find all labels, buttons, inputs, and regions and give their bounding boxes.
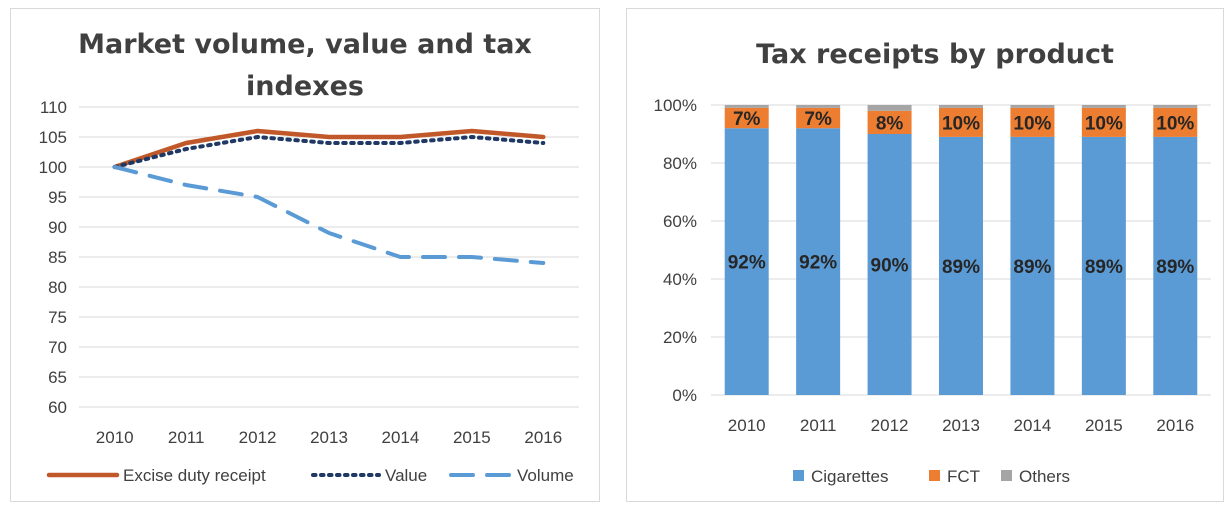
- y-tick-label: 105: [39, 128, 67, 147]
- bar-segment-others: [1153, 105, 1198, 108]
- data-label: 10%: [942, 113, 980, 134]
- legend-label: Value: [385, 466, 427, 485]
- bar-segment-fct: [867, 110, 912, 134]
- chart-title-line-1: Market volume, value and tax: [78, 29, 532, 60]
- y-tick-label: 60: [48, 398, 67, 417]
- y-tick-label: 95: [48, 188, 67, 207]
- y-tick-label: 0%: [672, 386, 697, 405]
- legend-swatch: [793, 470, 804, 481]
- bar-segment-fct: [724, 107, 769, 129]
- series-line-excise-duty-receipt: [112, 128, 546, 170]
- bar-segment-others: [867, 105, 912, 111]
- y-tick-label: 60%: [663, 212, 697, 231]
- data-label: 92%: [728, 253, 766, 274]
- x-tick-label: 2011: [168, 428, 205, 447]
- series-line-value: [112, 135, 546, 169]
- data-label: 10%: [1085, 113, 1123, 134]
- bar-segment-cigarettes: [1010, 136, 1055, 395]
- y-tick-label: 85: [48, 248, 67, 267]
- y-tick-label: 90: [48, 218, 67, 237]
- legend-label: Others: [1019, 467, 1070, 486]
- x-tick-label: 2012: [871, 416, 909, 435]
- bar-segment-others: [724, 105, 769, 108]
- data-label: 92%: [799, 253, 837, 274]
- line-chart: Market volume, value and tax indexes 110…: [39, 29, 579, 485]
- y-tick-label: 20%: [663, 328, 697, 347]
- legend-label: FCT: [947, 467, 980, 486]
- legend-swatch: [1001, 470, 1012, 481]
- data-label: 89%: [942, 257, 980, 278]
- x-tick-label: 2014: [382, 428, 420, 447]
- x-tick-label: 2013: [942, 416, 980, 435]
- bar-segment-fct: [1153, 107, 1198, 137]
- bar-segment-cigarettes: [1153, 136, 1198, 395]
- data-label: 89%: [1013, 257, 1051, 278]
- bar-segment-cigarettes: [939, 136, 983, 395]
- x-tick-label: 2016: [524, 428, 562, 447]
- bar-segment-others: [796, 105, 841, 108]
- x-tick-label: 2016: [1156, 416, 1194, 435]
- series-line-volume: [112, 165, 546, 265]
- bar-segment-fct: [796, 107, 841, 129]
- chart-title-line-2: indexes: [246, 71, 364, 102]
- bar-chart-panel: Tax receipts by product 100% 80% 60% 40% 20%…: [626, 8, 1224, 502]
- bar-segment-cigarettes: [724, 128, 769, 395]
- line-chart-panel: Market volume, value and tax indexes 110…: [10, 8, 600, 502]
- bar-segment-others: [1010, 105, 1055, 108]
- data-label: 8%: [876, 113, 904, 134]
- y-tick-label: 100: [39, 158, 67, 177]
- data-label: 10%: [1156, 113, 1194, 134]
- data-label: 7%: [733, 109, 761, 130]
- x-tick-label: 2015: [453, 428, 491, 447]
- chart-title: Tax receipts by product: [756, 39, 1114, 70]
- y-tick-label: 100%: [654, 96, 697, 115]
- y-tick-label: 80: [48, 278, 67, 297]
- x-tick-label: 2015: [1085, 416, 1123, 435]
- y-tick-label: 75: [48, 308, 67, 327]
- legend-label: Cigarettes: [811, 467, 888, 486]
- bar-segment-others: [1081, 105, 1126, 108]
- data-label: 89%: [1085, 257, 1123, 278]
- bar-segment-cigarettes: [1081, 136, 1126, 395]
- bar-segment-others: [939, 105, 983, 108]
- y-tick-label: 80%: [663, 154, 697, 173]
- bar-segment-cigarettes: [867, 134, 912, 395]
- legend-label: Volume: [517, 466, 574, 485]
- bar-segment-cigarettes: [796, 128, 841, 395]
- data-label: 7%: [804, 109, 832, 130]
- y-tick-label: 70: [48, 338, 67, 357]
- x-tick-label: 2012: [239, 428, 277, 447]
- data-label: 10%: [1013, 113, 1051, 134]
- x-tick-label: 2014: [1014, 416, 1052, 435]
- bar-segment-fct: [1010, 107, 1055, 137]
- x-tick-label: 2010: [96, 428, 134, 447]
- y-tick-label: 110: [40, 98, 67, 117]
- y-tick-label: 65: [48, 368, 67, 387]
- data-label: 89%: [1156, 257, 1194, 278]
- x-tick-label: 2013: [310, 428, 348, 447]
- x-tick-label: 2010: [728, 416, 766, 435]
- bar-segment-fct: [939, 107, 983, 137]
- stacked-bar-chart: Tax receipts by product 100% 80% 60% 40% 20%…: [654, 39, 1211, 486]
- y-tick-label: 40%: [663, 270, 697, 289]
- bar-segment-fct: [1081, 107, 1126, 137]
- legend-label: Excise duty receipt: [123, 466, 266, 485]
- legend-swatch: [929, 470, 940, 481]
- x-tick-label: 2011: [800, 416, 837, 435]
- data-label: 90%: [871, 256, 909, 277]
